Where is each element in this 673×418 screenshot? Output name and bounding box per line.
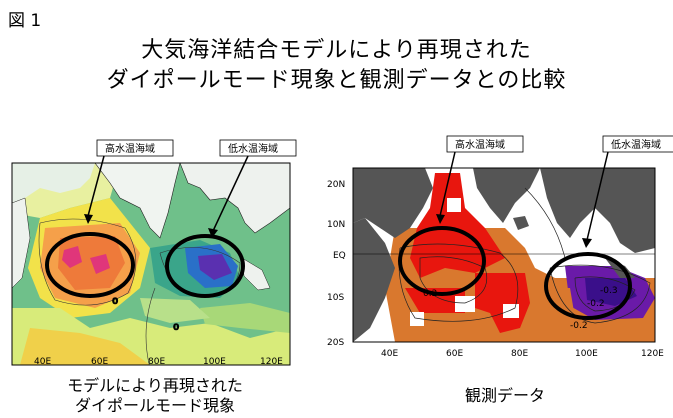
right-annotation-high: 高水温海域 (455, 138, 505, 151)
high-temperature-ellipse (398, 226, 486, 296)
figure-title-line-1: 大気海洋結合モデルにより再現された (141, 38, 532, 63)
right-x-tick-120E: 120E (641, 349, 664, 359)
right-x-tick-80E: 80E (511, 349, 528, 359)
low-temperature-ellipse (165, 234, 245, 298)
right-map-panel: 0.2 -0.2 -0.3 -0.2 高水温海域 低水温海域 20N 10N E… (327, 135, 673, 359)
right-contour-label: -0.2 (587, 299, 605, 309)
right-x-tick-40E: 40E (381, 349, 398, 359)
left-contour-label: 0 (112, 297, 118, 307)
figure-title-line-2: ダイポールモード現象と観測データとの比較 (106, 68, 567, 93)
left-x-tick-120E: 120E (260, 357, 283, 367)
right-annotation-low: 低水温海域 (611, 138, 661, 151)
left-annotation-high: 高水温海域 (105, 142, 155, 155)
left-contour-label: 0 (173, 323, 179, 333)
right-x-tick-100E: 100E (575, 349, 598, 359)
right-contour-label: -0.3 (600, 286, 618, 296)
left-x-tick-100E: 100E (203, 357, 226, 367)
right-y-tick-10N: 10N (327, 220, 345, 230)
left-x-tick-40E: 40E (34, 357, 51, 367)
left-caption: モデルにより再現された ダイポールモード現象 (10, 376, 300, 416)
high-temperature-ellipse (45, 232, 135, 298)
figure-label: 図 1 (8, 11, 42, 31)
left-caption-line-1: モデルにより再現された (67, 376, 243, 395)
right-contour-label: -0.2 (570, 321, 588, 331)
left-x-tick-60E: 60E (91, 357, 108, 367)
right-y-tick-10S: 10S (327, 293, 344, 303)
right-y-tick-20N: 20N (327, 180, 345, 190)
left-annotation-low: 低水温海域 (228, 142, 278, 155)
right-caption: 観測データ (464, 386, 545, 405)
right-y-tick-20S: 20S (327, 338, 344, 348)
right-y-tick-EQ: EQ (333, 251, 346, 261)
right-x-tick-60E: 60E (446, 349, 463, 359)
left-map-panel: 0 0 高水温海域 低水温海域 40E 60E 80E 100E 120E (11, 139, 297, 367)
left-caption-line-2: ダイポールモード現象 (74, 396, 235, 415)
low-temperature-ellipse (544, 252, 632, 320)
left-x-tick-80E: 80E (148, 357, 165, 367)
